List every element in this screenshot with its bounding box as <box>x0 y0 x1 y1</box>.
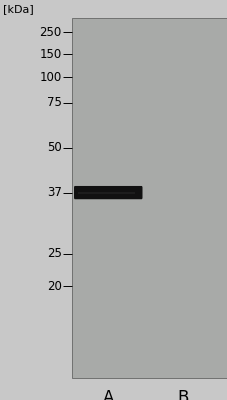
Text: 100: 100 <box>39 71 61 84</box>
Text: B: B <box>177 389 188 400</box>
Text: [kDa]: [kDa] <box>3 4 34 14</box>
FancyBboxPatch shape <box>74 186 142 199</box>
Text: 25: 25 <box>47 247 61 260</box>
Bar <box>72 18 226 378</box>
Text: A: A <box>103 389 114 400</box>
Text: 20: 20 <box>47 280 61 293</box>
Text: 250: 250 <box>39 26 61 39</box>
Bar <box>78 192 134 194</box>
Text: 150: 150 <box>39 48 61 60</box>
Text: 75: 75 <box>47 96 61 109</box>
Text: 50: 50 <box>47 141 61 154</box>
Text: 37: 37 <box>47 186 61 199</box>
